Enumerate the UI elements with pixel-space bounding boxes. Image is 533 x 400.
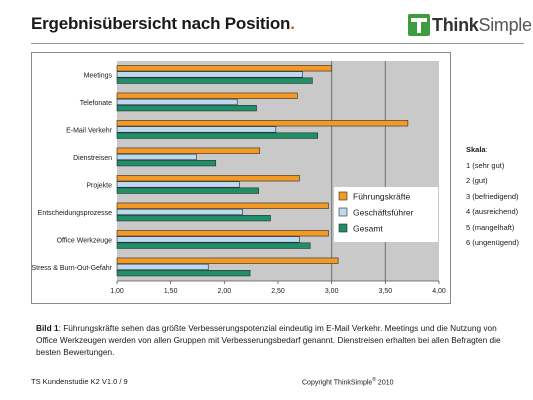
category-label: Stress & Burn-Out-Gefahr	[32, 265, 113, 272]
header-divider	[31, 43, 524, 44]
x-tick-label: 3,00	[325, 288, 339, 295]
bar	[116, 77, 313, 84]
x-tick-label: 1,50	[164, 288, 178, 295]
caption-text: : Führungskräfte sehen das größte Verbes…	[36, 323, 501, 357]
bar	[116, 257, 339, 264]
bar	[116, 202, 329, 209]
legend-label: Geschäftsführer	[353, 208, 414, 218]
category-label: E-Mail Verkehr	[66, 127, 113, 134]
bar	[116, 181, 240, 188]
scale-item: 4 (ausreichend)	[466, 207, 519, 216]
copyright-text: Copyright ThinkSimple	[302, 379, 373, 387]
footer-document-id: TS Kundenstudie K2 V1.0 / 9	[31, 377, 128, 386]
bar	[116, 132, 319, 139]
bar	[116, 187, 259, 194]
scale-item: 2 (gut)	[466, 176, 488, 185]
thinksimple-logo: ThinkSimple	[408, 14, 532, 38]
scale-title-row: Skala:	[466, 142, 519, 158]
scale-title-colon: :	[485, 145, 488, 154]
bar	[116, 263, 209, 271]
bar	[116, 105, 257, 112]
bar	[116, 215, 271, 222]
x-tick-label: 1,00	[110, 288, 124, 295]
legend-swatch	[338, 207, 348, 217]
bar	[116, 270, 251, 277]
scale-item: 5 (mangelhaft)	[466, 222, 515, 232]
thinksimple-logo-mark-icon	[408, 14, 430, 36]
bar	[116, 65, 332, 72]
bar	[116, 153, 197, 161]
caption-label: Bild 1	[36, 323, 59, 333]
bar	[116, 208, 243, 216]
bar	[116, 120, 409, 127]
bar	[116, 71, 303, 78]
x-tick-label: 2,50	[271, 288, 285, 295]
x-axis-ticks: 1,00 1,50 2,00 2,50 3,00 3,50 4,00	[110, 281, 446, 295]
logo-wordmark: ThinkSimple	[432, 15, 532, 36]
scale-title: Skala	[466, 145, 486, 154]
bars	[116, 65, 409, 277]
category-label: Projekte	[86, 182, 112, 189]
logo-wordmark-rest: Simple	[478, 15, 533, 35]
legend-box	[334, 187, 438, 242]
scale-item: 3 (befriedigend)	[466, 191, 519, 201]
bar	[116, 160, 217, 167]
scale-legend: Skala: 1 (sehr gut) 2 (gut) 3 (befriedig…	[466, 142, 519, 251]
bar	[116, 236, 300, 243]
page-title: Ergebnisübersicht nach Position.	[31, 14, 295, 34]
registered-mark: ®	[372, 377, 376, 383]
legend: Führungskräfte Geschäftsführer Gesamt	[334, 187, 438, 242]
x-tick-label: 2,00	[218, 288, 232, 295]
bar-chart: Meetings Telefonate E-Mail Verkehr Dienstre…	[32, 61, 446, 295]
bar	[116, 230, 329, 237]
category-label: Telefonate	[80, 100, 112, 107]
category-labels: Meetings Telefonate E-Mail Verkehr Dienstre…	[32, 72, 113, 272]
page-title-text: Ergebnisübersicht nach Position	[31, 14, 291, 33]
scale-item: 6 (ungenügend)	[466, 238, 519, 247]
legend-swatch	[338, 223, 348, 233]
legend-swatch	[338, 191, 348, 201]
bar	[116, 175, 300, 182]
bar	[116, 92, 298, 99]
category-label: Dienstreisen	[73, 155, 112, 162]
figure-caption: Bild 1: Führungskräfte sehen das größte …	[36, 322, 506, 358]
scale-item: 1 (sehr gut)	[466, 160, 505, 170]
category-label: Office Werkzeuge	[57, 237, 112, 244]
bar	[116, 98, 238, 106]
bar	[116, 126, 277, 133]
legend-label: Gesamt	[353, 224, 383, 234]
legend-label: Führungskräfte	[353, 192, 410, 202]
logo-wordmark-bold: Think	[432, 15, 479, 35]
page-title-dot: .	[290, 14, 295, 33]
x-tick-label: 4,00	[432, 288, 446, 295]
category-label: Meetings	[84, 72, 113, 79]
footer-copyright: Copyright ThinkSimple® 2010	[302, 377, 394, 386]
bar	[116, 147, 261, 154]
category-label: Entscheidungsprozesse	[38, 210, 112, 217]
copyright-year: 2010	[375, 379, 394, 387]
bar	[116, 242, 311, 249]
chart-frame: Meetings Telefonate E-Mail Verkehr Dienstre…	[31, 52, 451, 304]
x-tick-label: 3,50	[379, 288, 393, 295]
